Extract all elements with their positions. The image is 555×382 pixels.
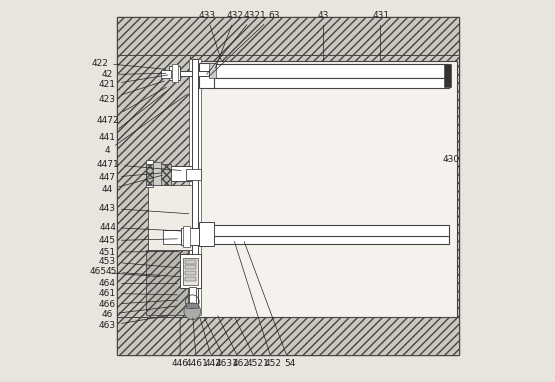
Bar <box>117 317 459 355</box>
Text: 423: 423 <box>99 81 164 104</box>
Text: 422: 422 <box>92 58 166 69</box>
Bar <box>443 64 451 87</box>
Text: 4: 4 <box>105 94 188 155</box>
Text: 432: 432 <box>215 11 244 68</box>
Bar <box>161 70 170 78</box>
Text: 4461: 4461 <box>185 318 208 368</box>
Text: 441: 441 <box>99 91 166 142</box>
Text: 461: 461 <box>99 289 177 298</box>
Bar <box>185 277 196 281</box>
Text: 442: 442 <box>200 318 222 368</box>
Bar <box>153 162 161 185</box>
Text: 445: 445 <box>99 236 177 245</box>
Text: 452: 452 <box>234 241 281 368</box>
Text: 431: 431 <box>372 11 389 61</box>
Bar <box>117 17 190 355</box>
Bar <box>117 17 459 355</box>
Bar <box>146 250 188 315</box>
Bar <box>199 63 214 88</box>
Bar <box>185 265 196 269</box>
Text: 463: 463 <box>99 316 168 330</box>
Text: 54: 54 <box>244 241 295 368</box>
Circle shape <box>184 303 201 320</box>
Text: 433: 433 <box>198 11 221 60</box>
Text: 46: 46 <box>102 306 178 319</box>
Bar <box>189 286 196 315</box>
Bar <box>183 258 198 285</box>
Text: 4521: 4521 <box>235 318 269 368</box>
Bar <box>163 230 182 244</box>
Bar <box>209 63 216 78</box>
Bar <box>117 17 459 55</box>
Text: 42: 42 <box>102 70 166 79</box>
Text: 43: 43 <box>317 11 329 61</box>
Bar <box>173 64 178 82</box>
Text: 464: 464 <box>99 279 177 288</box>
Bar <box>180 254 201 288</box>
Text: 4471: 4471 <box>96 160 181 170</box>
Bar <box>170 71 209 76</box>
Text: 45: 45 <box>105 267 181 277</box>
Bar <box>185 260 196 264</box>
Text: 462: 462 <box>218 316 250 368</box>
Bar <box>209 236 450 244</box>
Text: 446: 446 <box>171 318 189 368</box>
Bar <box>186 303 199 308</box>
Bar <box>181 228 199 245</box>
Text: 466: 466 <box>99 300 177 309</box>
Text: 4472: 4472 <box>96 87 166 125</box>
Bar <box>209 225 450 237</box>
Bar <box>183 226 190 247</box>
Bar <box>148 166 191 181</box>
Bar <box>191 59 199 315</box>
Text: 4631: 4631 <box>204 318 239 368</box>
Bar <box>199 222 214 246</box>
Bar <box>117 17 459 355</box>
Text: 4321: 4321 <box>206 11 266 74</box>
Text: 430: 430 <box>443 155 460 164</box>
Bar <box>209 64 450 78</box>
Text: 453: 453 <box>99 257 180 268</box>
Bar <box>169 66 180 80</box>
Bar <box>189 59 201 315</box>
Bar <box>146 164 170 185</box>
Bar <box>186 169 201 180</box>
Text: 447: 447 <box>99 173 162 182</box>
Bar <box>185 271 196 275</box>
Text: 44: 44 <box>102 175 162 194</box>
Text: 451: 451 <box>99 248 179 257</box>
Text: 421: 421 <box>99 75 168 89</box>
Bar <box>148 185 191 250</box>
Text: 63: 63 <box>209 11 279 76</box>
Text: 444: 444 <box>99 223 181 232</box>
Text: 465: 465 <box>89 267 160 277</box>
Bar <box>146 160 153 187</box>
Bar <box>195 61 457 317</box>
Bar <box>209 78 450 88</box>
Text: 443: 443 <box>99 204 189 214</box>
